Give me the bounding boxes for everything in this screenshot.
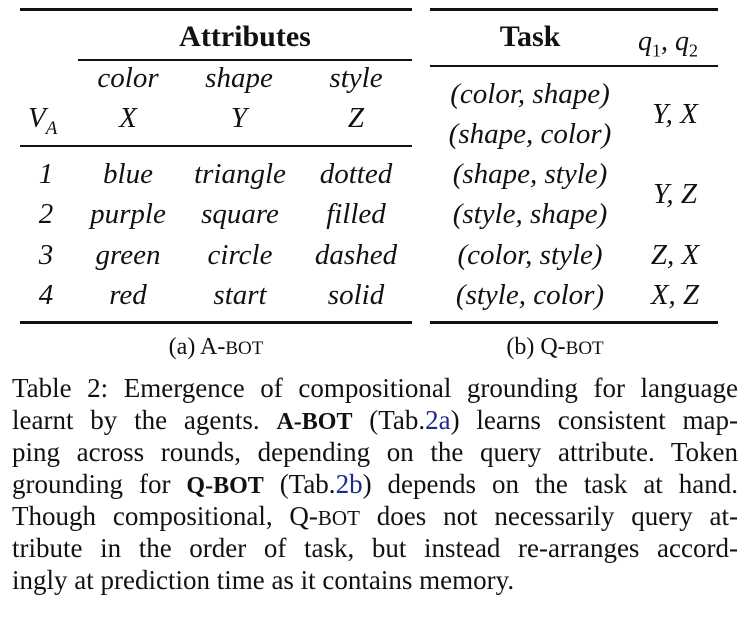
va-sub: A	[45, 117, 58, 139]
cell-style: filled	[326, 198, 386, 230]
cell-shape: square	[201, 198, 279, 230]
attributes-header: Attributes	[179, 20, 311, 53]
caption-a-bot: BOT	[225, 338, 264, 359]
q-cell: Z, X	[650, 239, 700, 271]
attr-name-color: color	[97, 62, 159, 94]
caption-text: (Tab.	[279, 469, 336, 499]
task-cell: (style, shape)	[452, 198, 608, 230]
task-cell: (style, color)	[455, 279, 605, 311]
row-id: 4	[38, 279, 54, 311]
q-bot-sc: BOT	[317, 506, 360, 530]
q1-q2-header: q1, q2	[638, 28, 698, 60]
table-a-caption: (a) A-BOT	[20, 335, 412, 359]
caption-b-prefix: (b) Q-	[506, 334, 566, 360]
table-a-top-rule	[20, 8, 412, 11]
cell-color: blue	[103, 158, 153, 190]
cell-color: purple	[90, 198, 166, 230]
table-b-header-rule	[430, 65, 718, 67]
caption-text: ) learns consistent map-	[450, 405, 738, 435]
row-id: 3	[38, 239, 54, 271]
token-name-y: Y	[230, 102, 248, 134]
table-b-bottom-rule	[430, 321, 718, 324]
table-b-caption: (b) Q-BOT	[430, 335, 680, 359]
row-id: 1	[38, 158, 54, 190]
cell-style: dotted	[319, 158, 393, 190]
cell-color: green	[95, 239, 161, 271]
row-id: 2	[38, 198, 54, 230]
attributes-underline	[78, 59, 412, 61]
attr-name-style: style	[329, 62, 383, 94]
caption-line-4: grounding for Q-BOT (Tab.2b) depends on …	[12, 468, 738, 502]
caption-line-1: Table 2: Emergence of compositional grou…	[12, 373, 738, 403]
q1-sub: 1	[652, 40, 661, 61]
caption-text: grounding for	[12, 469, 171, 499]
task-cell: (color, shape)	[450, 78, 610, 110]
q-cell: X, Z	[650, 279, 700, 311]
caption-line-7: ingly at prediction time as it contains …	[12, 565, 515, 595]
task-cell: (shape, color)	[448, 118, 612, 150]
q-bot-name: Q-BOT	[186, 473, 264, 499]
caption-text: (Tab.	[369, 405, 426, 435]
cell-shape: start	[213, 279, 267, 311]
caption-line-2: learnt by the agents. A-BOT (Tab.2a) lea…	[12, 404, 738, 438]
q2-main: , q	[661, 26, 689, 57]
caption-line-6: tribute in the order of task, but instea…	[12, 533, 738, 563]
va-main: V	[28, 102, 46, 134]
table-b-top-rule	[430, 8, 718, 11]
q1-main: q	[638, 26, 652, 57]
q-cell: Y, Z	[652, 178, 698, 210]
q-cell: Y, X	[652, 98, 698, 130]
caption-text: ) depends on the task at hand.	[362, 469, 738, 499]
va-label: VA	[28, 104, 57, 138]
a-bot-name: A-BOT	[276, 409, 353, 435]
task-cell: (shape, style)	[452, 158, 608, 190]
table-a-bottom-rule	[20, 321, 412, 324]
cell-style: solid	[327, 279, 385, 311]
task-header: Task	[499, 20, 561, 53]
cell-style: dashed	[314, 239, 398, 271]
caption-text: Though compositional, Q-	[12, 501, 318, 531]
table-ref-link-2b[interactable]: 2b	[335, 469, 363, 499]
token-name-z: Z	[347, 102, 365, 134]
table-a-mid-rule	[20, 145, 412, 147]
cell-color: red	[109, 279, 147, 311]
cell-shape: circle	[207, 239, 273, 271]
table-ref-link-2a[interactable]: 2a	[425, 405, 451, 435]
caption-line-5: Though compositional, Q-BOT does not nec…	[12, 500, 738, 534]
caption-b-bot: BOT	[565, 338, 604, 359]
caption-text: learnt by the agents.	[12, 405, 260, 435]
cell-shape: triangle	[194, 158, 286, 190]
task-cell: (color, style)	[457, 239, 603, 271]
q2-sub: 2	[689, 40, 698, 61]
caption-text: does not necessarily query at-	[376, 501, 739, 531]
caption-a-prefix: (a) A-	[168, 334, 226, 360]
caption-line-3: ping across rounds, depending on the que…	[12, 437, 738, 467]
attr-name-shape: shape	[205, 62, 273, 94]
token-name-x: X	[119, 102, 137, 134]
